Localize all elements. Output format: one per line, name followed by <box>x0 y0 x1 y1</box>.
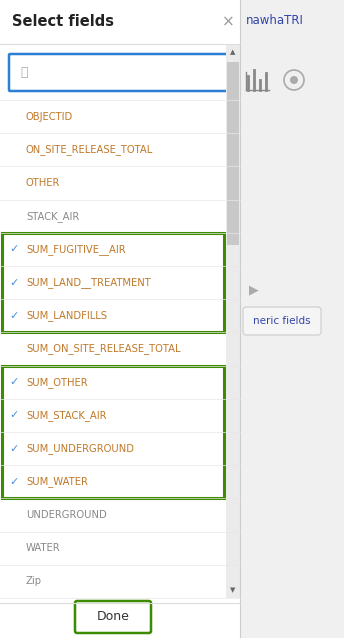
Text: SUM_LANDFILLS: SUM_LANDFILLS <box>26 310 107 322</box>
Text: SUM_FUGITIVE__AIR: SUM_FUGITIVE__AIR <box>26 244 126 255</box>
Text: SUM_LAND__TREATMENT: SUM_LAND__TREATMENT <box>26 277 151 288</box>
Bar <box>2 366 224 498</box>
Text: UNDERGROUND: UNDERGROUND <box>26 510 107 520</box>
FancyBboxPatch shape <box>243 307 321 335</box>
Text: Select fields: Select fields <box>12 15 114 29</box>
Text: neric fields: neric fields <box>253 316 311 326</box>
Bar <box>226 44 240 598</box>
Bar <box>0 0 240 638</box>
Text: ✓: ✓ <box>9 477 19 487</box>
Text: SUM_ON_SITE_RELEASE_TOTAL: SUM_ON_SITE_RELEASE_TOTAL <box>26 343 181 355</box>
Text: ✓: ✓ <box>9 311 19 321</box>
Text: WATER: WATER <box>26 543 61 553</box>
Text: SUM_UNDERGROUND: SUM_UNDERGROUND <box>26 443 134 454</box>
Text: ✓: ✓ <box>9 377 19 387</box>
Text: ✓: ✓ <box>9 278 19 288</box>
Text: ON_SITE_RELEASE_TOTAL: ON_SITE_RELEASE_TOTAL <box>26 144 153 155</box>
Text: SUM_OTHER: SUM_OTHER <box>26 377 88 388</box>
Text: STACK_AIR: STACK_AIR <box>26 211 79 221</box>
Text: SUM_STACK_AIR: SUM_STACK_AIR <box>26 410 107 421</box>
Text: Done: Done <box>97 611 129 623</box>
Text: ▶: ▶ <box>249 283 259 297</box>
Text: OTHER: OTHER <box>26 178 61 188</box>
Text: OBJECTID: OBJECTID <box>26 112 73 122</box>
Text: ✓: ✓ <box>9 410 19 420</box>
Text: ×: × <box>222 15 234 29</box>
FancyBboxPatch shape <box>75 601 151 633</box>
Bar <box>240 0 344 638</box>
FancyBboxPatch shape <box>9 54 231 91</box>
Text: ▲: ▲ <box>230 49 236 55</box>
Bar <box>2 233 224 332</box>
Text: ▼: ▼ <box>230 587 236 593</box>
Text: SUM_WATER: SUM_WATER <box>26 477 88 487</box>
Circle shape <box>290 76 298 84</box>
Text: ✓: ✓ <box>9 443 19 454</box>
Text: ✓: ✓ <box>9 244 19 255</box>
Text: Zip: Zip <box>26 576 42 586</box>
Bar <box>227 62 239 245</box>
Text: ⌕: ⌕ <box>20 66 28 79</box>
Text: nawhaTRI: nawhaTRI <box>246 13 304 27</box>
